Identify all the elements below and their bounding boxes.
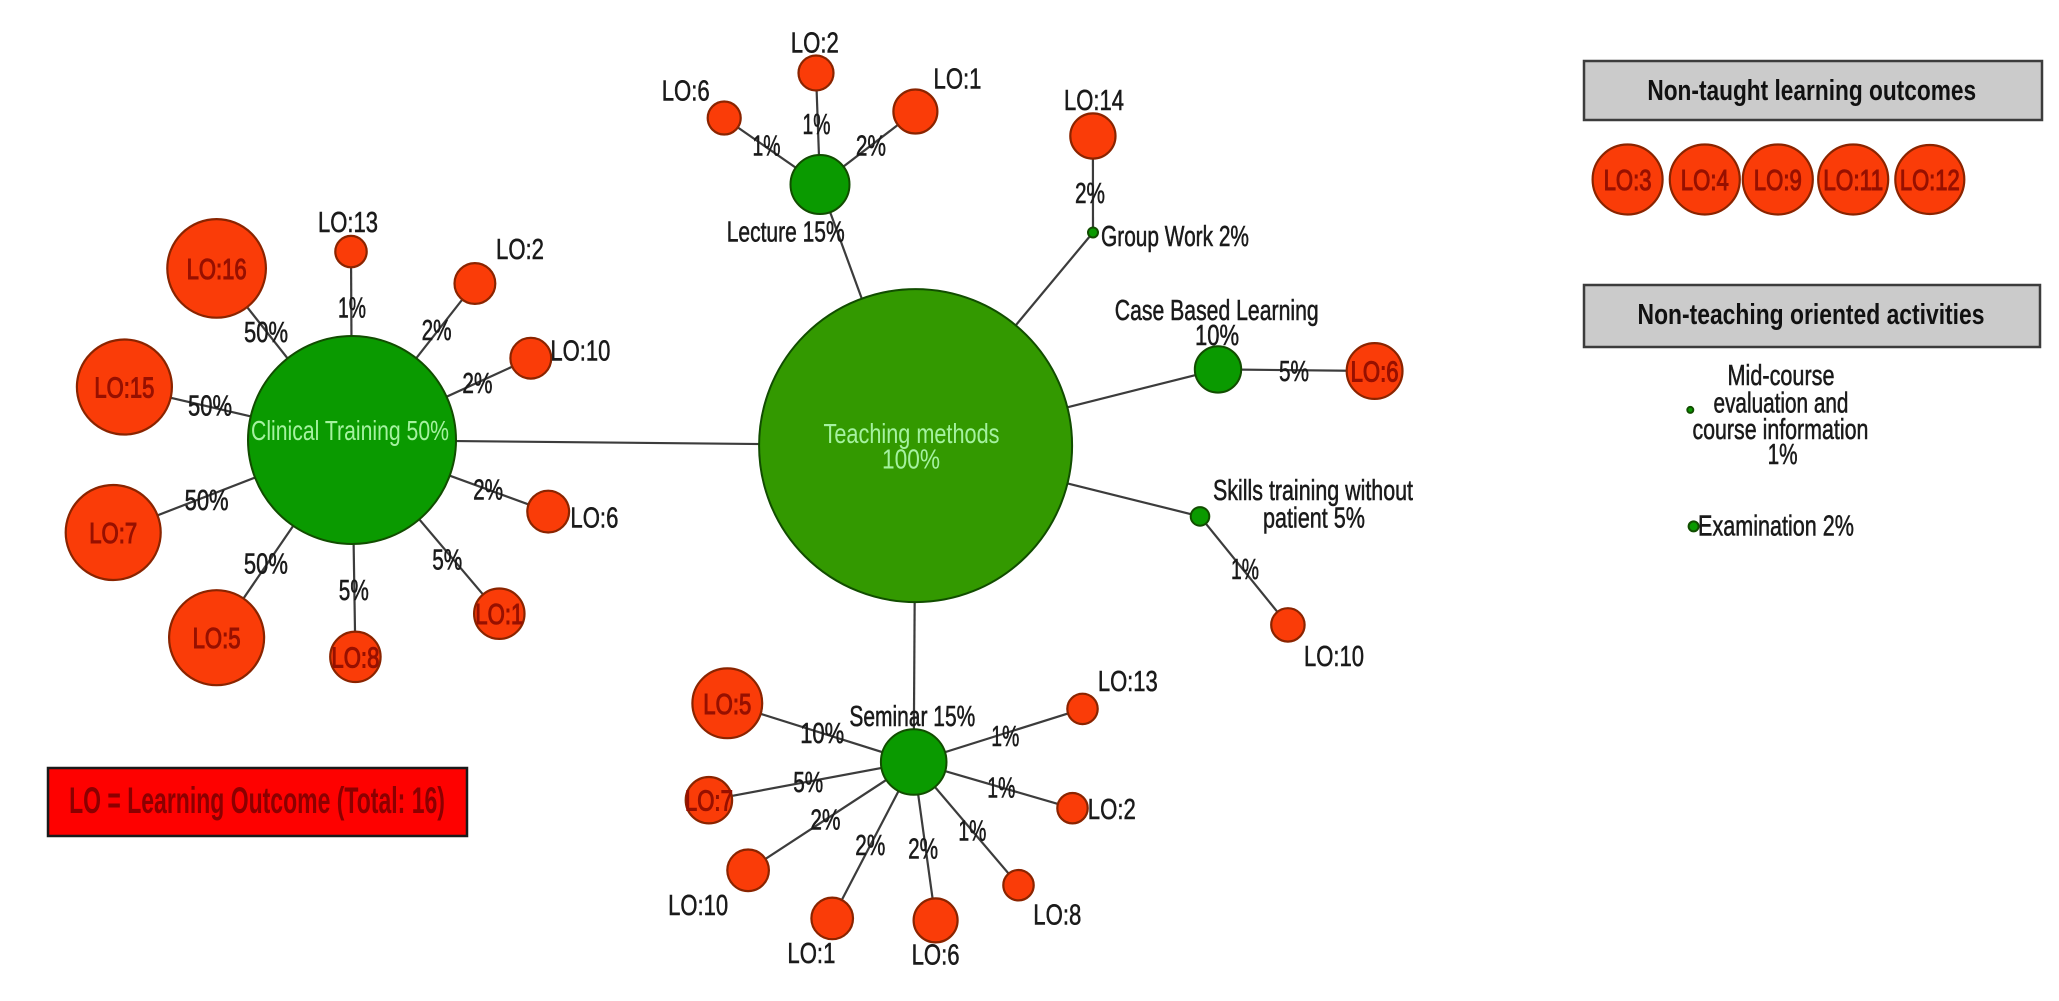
svg-text:course information: course information bbox=[1692, 414, 1868, 446]
svg-text:10%: 10% bbox=[1195, 320, 1239, 352]
svg-text:LO:7: LO:7 bbox=[89, 518, 137, 549]
svg-text:LO:2: LO:2 bbox=[1088, 794, 1136, 825]
svg-text:5%: 5% bbox=[793, 767, 823, 799]
svg-text:Group Work 2%: Group Work 2% bbox=[1101, 221, 1249, 253]
svg-text:LO:4: LO:4 bbox=[1681, 165, 1729, 196]
svg-text:2%: 2% bbox=[908, 833, 938, 865]
svg-text:LO:1: LO:1 bbox=[934, 64, 982, 95]
svg-text:LO = Learning Outcome (Total:: LO = Learning Outcome (Total: 16) bbox=[69, 779, 445, 821]
svg-text:LO:15: LO:15 bbox=[94, 373, 154, 405]
svg-text:1%: 1% bbox=[958, 816, 986, 848]
svg-text:LO:14: LO:14 bbox=[1064, 85, 1124, 117]
svg-text:5%: 5% bbox=[1279, 356, 1309, 388]
svg-text:LO:2: LO:2 bbox=[496, 234, 544, 265]
svg-text:LO:13: LO:13 bbox=[318, 207, 378, 239]
svg-text:2%: 2% bbox=[855, 830, 885, 862]
svg-text:LO:9: LO:9 bbox=[1754, 165, 1802, 196]
svg-text:LO:1: LO:1 bbox=[787, 938, 835, 969]
svg-text:LO:16: LO:16 bbox=[187, 254, 247, 286]
svg-text:Non-teaching oriented activiti: Non-teaching oriented activities bbox=[1638, 298, 1985, 331]
svg-text:Teaching methods: Teaching methods bbox=[824, 418, 1000, 449]
svg-text:LO:8: LO:8 bbox=[1033, 900, 1081, 931]
svg-text:5%: 5% bbox=[339, 575, 369, 607]
svg-text:2%: 2% bbox=[462, 368, 492, 400]
svg-text:LO:13: LO:13 bbox=[1098, 666, 1158, 698]
svg-text:LO:6: LO:6 bbox=[570, 503, 618, 534]
svg-text:1%: 1% bbox=[987, 773, 1015, 805]
svg-text:LO:10: LO:10 bbox=[1304, 641, 1364, 673]
svg-text:Non-taught learning outcomes: Non-taught learning outcomes bbox=[1647, 73, 1976, 106]
svg-text:50%: 50% bbox=[244, 549, 288, 581]
svg-text:LO:8: LO:8 bbox=[331, 643, 379, 674]
svg-text:1%: 1% bbox=[753, 131, 781, 163]
svg-text:Clinical Training 50%: Clinical Training 50% bbox=[251, 416, 449, 446]
svg-text:Examination 2%: Examination 2% bbox=[1698, 511, 1854, 543]
svg-text:LO:12: LO:12 bbox=[1900, 165, 1960, 197]
svg-text:1%: 1% bbox=[803, 109, 831, 141]
svg-text:2%: 2% bbox=[422, 315, 452, 347]
svg-text:LO:10: LO:10 bbox=[668, 890, 728, 922]
svg-text:LO:7: LO:7 bbox=[685, 786, 733, 817]
svg-text:LO:3: LO:3 bbox=[1604, 165, 1652, 196]
svg-text:1%: 1% bbox=[1231, 554, 1259, 586]
svg-text:Lecture 15%: Lecture 15% bbox=[727, 216, 845, 248]
svg-text:50%: 50% bbox=[244, 317, 288, 349]
svg-text:Seminar 15%: Seminar 15% bbox=[849, 701, 975, 733]
svg-text:LO:1: LO:1 bbox=[475, 599, 523, 630]
svg-text:LO:6: LO:6 bbox=[1351, 357, 1399, 388]
svg-text:100%: 100% bbox=[882, 444, 940, 475]
svg-text:evaluation and: evaluation and bbox=[1714, 387, 1849, 419]
svg-text:LO:10: LO:10 bbox=[550, 336, 610, 368]
svg-text:2%: 2% bbox=[856, 130, 886, 162]
svg-text:1%: 1% bbox=[1768, 439, 1798, 471]
svg-text:50%: 50% bbox=[185, 485, 229, 517]
svg-text:2%: 2% bbox=[810, 804, 840, 836]
svg-text:LO:2: LO:2 bbox=[791, 28, 839, 59]
svg-text:LO:6: LO:6 bbox=[912, 940, 960, 971]
svg-text:LO:6: LO:6 bbox=[662, 76, 710, 107]
svg-text:1%: 1% bbox=[991, 722, 1019, 754]
svg-text:Skills training without: Skills training without bbox=[1213, 475, 1413, 507]
svg-text:2%: 2% bbox=[1075, 178, 1105, 210]
svg-text:LO:11: LO:11 bbox=[1823, 163, 1883, 196]
svg-text:LO:5: LO:5 bbox=[193, 623, 241, 654]
svg-text:5%: 5% bbox=[432, 544, 462, 576]
svg-text:10%: 10% bbox=[800, 718, 844, 750]
svg-text:2%: 2% bbox=[473, 474, 503, 506]
svg-text:1%: 1% bbox=[338, 293, 366, 325]
svg-text:50%: 50% bbox=[188, 391, 232, 423]
svg-text:Mid-course: Mid-course bbox=[1728, 360, 1835, 392]
svg-text:patient 5%: patient 5% bbox=[1263, 503, 1365, 535]
svg-text:Case Based Learning: Case Based Learning bbox=[1115, 295, 1319, 327]
svg-text:LO:5: LO:5 bbox=[703, 689, 751, 720]
